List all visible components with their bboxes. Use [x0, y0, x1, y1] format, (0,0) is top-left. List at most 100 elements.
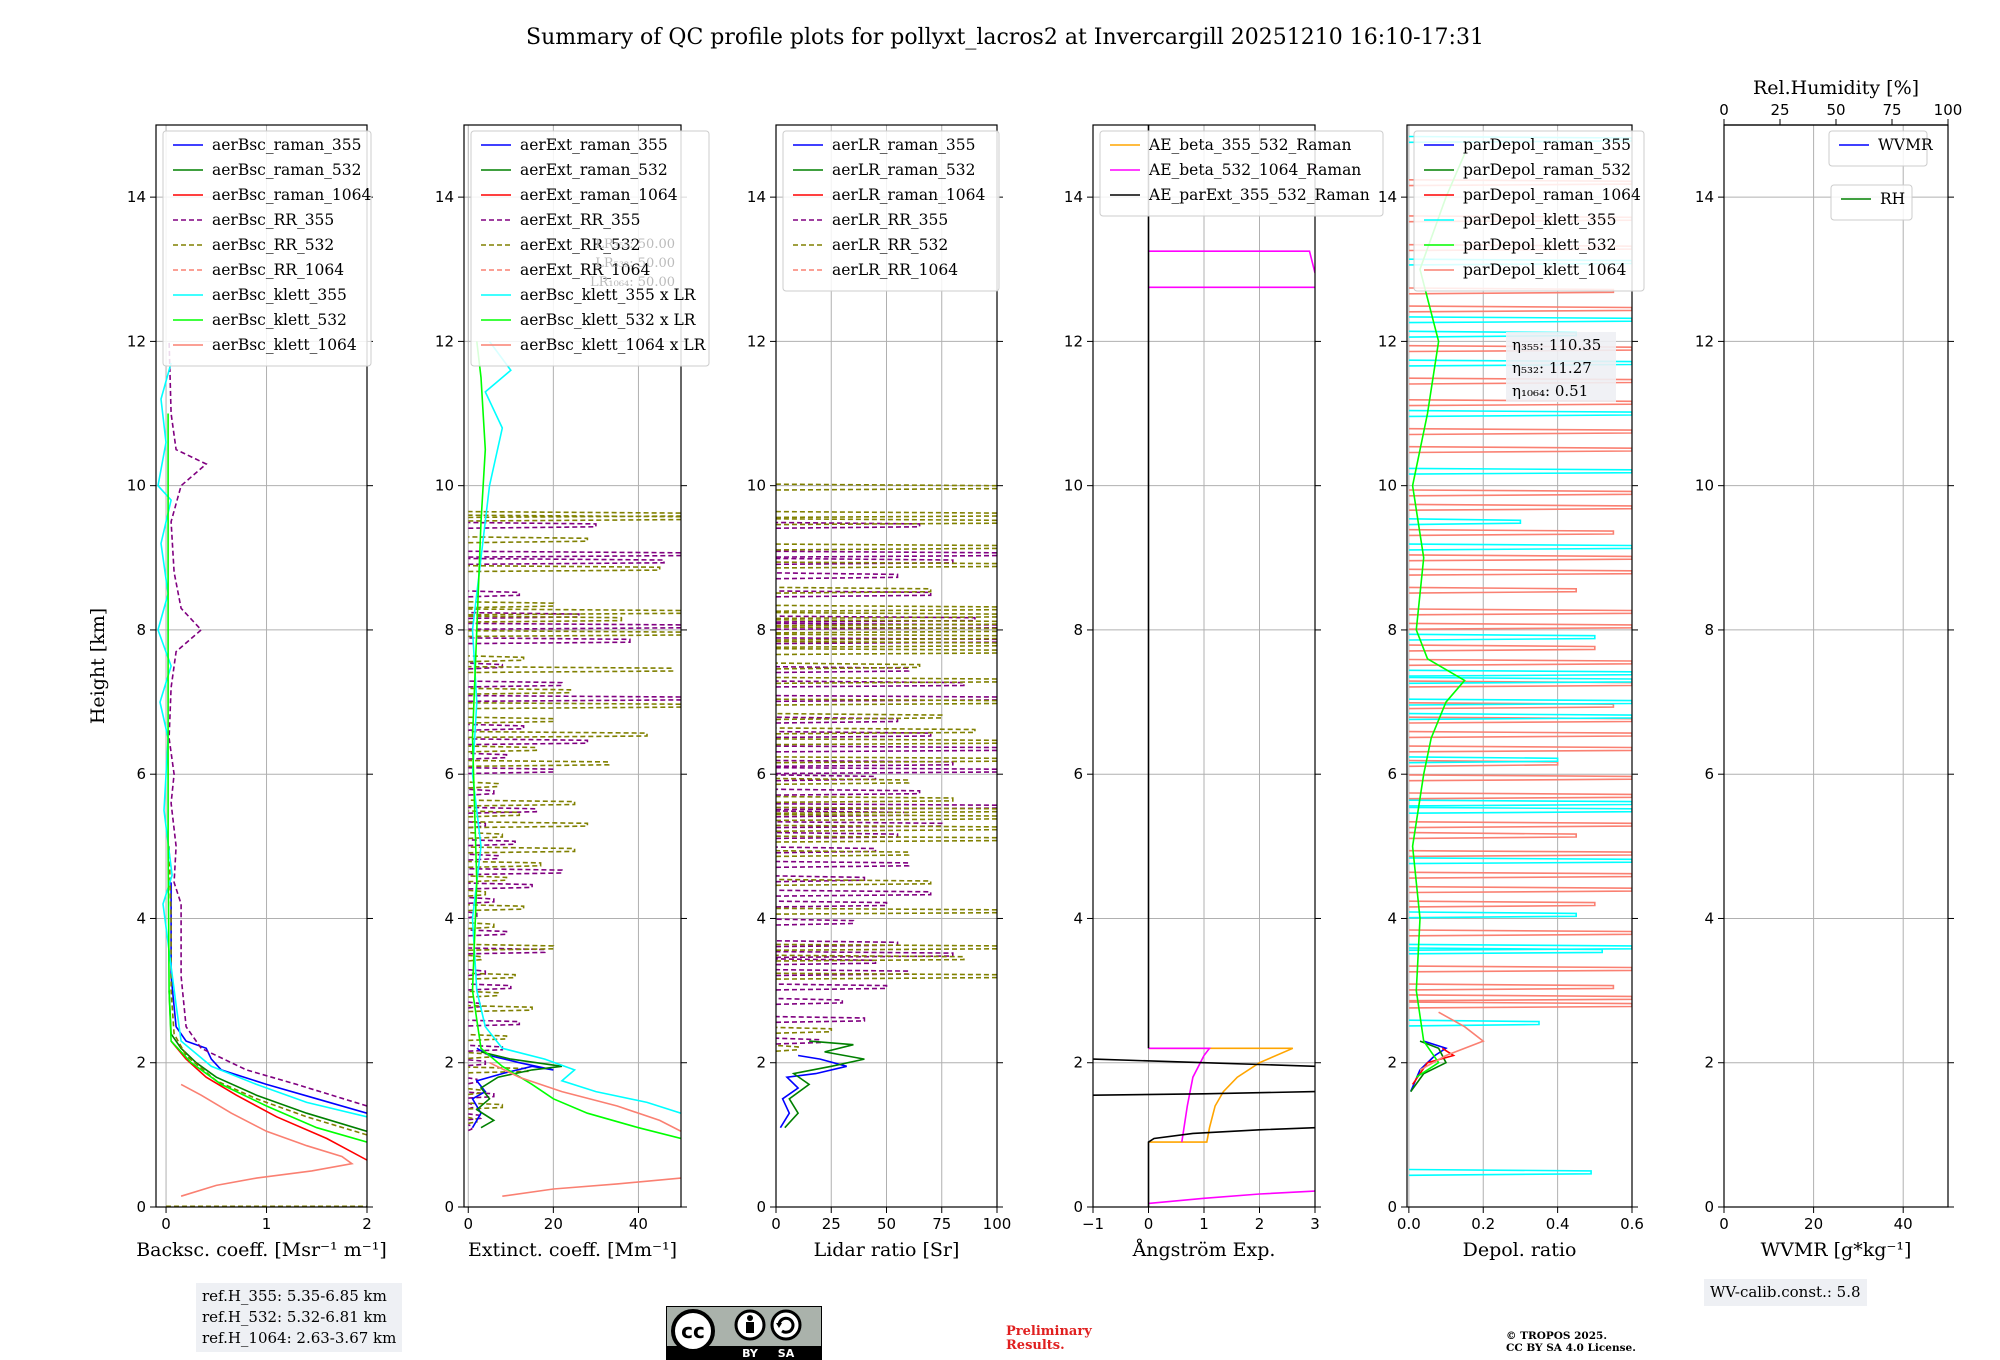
- aerLR_RR_355-spike: [776, 846, 877, 854]
- x-axis-label: Depol. ratio: [1463, 1239, 1577, 1261]
- parDepol_klett_1064-spike: [1408, 1001, 1632, 1009]
- legend: aerBsc_raman_355 aerBsc_raman_532 aerBsc_r…: [162, 130, 372, 367]
- x-tick-label: 0: [1144, 1215, 1154, 1233]
- aerLR_RR_355-spike: [776, 900, 888, 908]
- eta-label: η₃₅₅: 110.35: [1512, 336, 1601, 354]
- legend: aerLR_raman_355 aerLR_raman_532 aerLR_rama…: [782, 130, 1000, 292]
- lr-label: LR₁₀₆₄: 50.00: [590, 275, 675, 290]
- aerExt_RR_532-spike: [468, 510, 681, 519]
- wv-calibration-box: WV-calib.const.: 5.8: [1704, 1279, 1867, 1306]
- aerExt_RR_532-spike: [468, 922, 495, 930]
- aerLR_RR_355-spike: [776, 997, 844, 1006]
- y-tick-label: 6: [136, 765, 146, 783]
- aerExt_RR_355-spike: [468, 806, 538, 814]
- aerExt_RR_532-spike: [468, 846, 576, 854]
- aerExt_RR_532-spike: [468, 1087, 482, 1096]
- aerExt_RR_355-spike: [467, 1124, 473, 1132]
- legend-entry: aerBsc_raman_355: [212, 136, 362, 154]
- x-axis-label: Lidar ratio [Sr]: [814, 1239, 960, 1261]
- series-AE_beta_532_1064_Raman: [1148, 1190, 1315, 1205]
- series-AE_parExt_355_532_Raman: [1093, 1058, 1315, 1068]
- parDepol_klett_355-spike: [1408, 806, 1632, 814]
- x-tick-label: 1: [1199, 1215, 1209, 1233]
- parDepol_klett_355-spike: [1408, 1019, 1540, 1027]
- x-tick-label: 25: [822, 1215, 841, 1233]
- aerLR_RR_355-spike: [776, 730, 932, 739]
- y-tick-label: 6: [1387, 765, 1397, 783]
- parDepol_klett_355-spike: [1408, 799, 1632, 807]
- y-tick-label: 10: [1378, 477, 1397, 495]
- aerLR_RR_532-spike: [776, 727, 976, 735]
- top-x-axis-label: Rel.Humidity [%]: [1753, 77, 1919, 99]
- parDepol_klett_355-spike: [1408, 316, 1632, 324]
- series-aerBsc_raman_1064: [170, 1040, 367, 1161]
- y-tick-label: 14: [1064, 188, 1083, 206]
- parDepol_klett_355-spike: [1408, 409, 1632, 418]
- aerLR_RR_355-spike: [776, 958, 877, 966]
- y-tick-label: 10: [1695, 477, 1714, 495]
- series-aerLR_raman_355: [779, 1054, 847, 1129]
- y-tick-label: 10: [127, 477, 146, 495]
- legend-entry: aerExt_raman_1064: [520, 186, 678, 204]
- legend-frame: [1099, 130, 1384, 217]
- aerExt_RR_355-spike: [468, 723, 525, 731]
- y-tick-label: 14: [435, 188, 454, 206]
- parDepol_klett_1064-spike: [1408, 644, 1596, 652]
- legend-entry: aerBsc_klett_1064: [212, 336, 357, 354]
- y-tick-label: 2: [444, 1054, 454, 1072]
- aerExt_RR_532-spike: [468, 1033, 508, 1042]
- legend-entry: aerLR_raman_1064: [832, 186, 985, 204]
- x-tick-label: 2: [362, 1215, 372, 1233]
- parDepol_klett_1064-spike: [1408, 965, 1632, 973]
- aerExt_RR_355-spike: [468, 839, 516, 847]
- panel-depol: 0.0 0.2 0.4 0.6 0 2 4 6 8 10 12 14 Depol. ratio parDe…: [1378, 124, 1645, 1261]
- parDepol_klett_1064-spike: [1408, 608, 1632, 616]
- parDepol_klett_1064-spike: [1408, 622, 1632, 630]
- legend-entry: WVMR: [1878, 136, 1934, 154]
- y-tick-label: 14: [1695, 188, 1714, 206]
- aerExt_RR_532-spike: [468, 564, 661, 573]
- aerExt_RR_532-spike: [468, 1051, 491, 1060]
- y-tick-label: 8: [756, 621, 766, 639]
- parDepol_klett_1064-spike: [1408, 568, 1632, 576]
- legend-frame: [1413, 130, 1645, 292]
- y-tick-label: 8: [1704, 621, 1714, 639]
- legend-entry: aerBsc_klett_532 x LR: [520, 311, 697, 329]
- aerExt_RR_532-spike: [468, 1004, 533, 1013]
- y-tick-label: 4: [1387, 909, 1397, 927]
- svg-text:cc: cc: [681, 1319, 705, 1343]
- top-x-tick-label: 25: [1770, 101, 1789, 119]
- aerExt_RR_532-spike: [468, 860, 542, 869]
- legend-entry: aerBsc_RR_355: [212, 211, 334, 229]
- aerExt_RR_532-spike: [468, 536, 589, 544]
- legend-entry: aerBsc_RR_532: [212, 236, 334, 254]
- aerExt_RR_532-spike: [468, 687, 572, 695]
- parDepol_klett_1064-spike: [1408, 774, 1632, 782]
- aerLR_RR_355-spike: [776, 759, 954, 768]
- by-label: BY: [742, 1347, 759, 1360]
- y-tick-label: 6: [756, 765, 766, 783]
- parDepol_klett_355-spike: [1408, 543, 1632, 551]
- parDepol_klett_1064-spike: [1408, 745, 1632, 753]
- aerLR_RR_355-spike: [776, 1015, 866, 1024]
- series-aerBsc_klett_1064 x LR: [489, 1061, 681, 1133]
- parDepol_klett_355-spike: [1408, 943, 1632, 951]
- sa-share-icon: [770, 1309, 802, 1341]
- plot-area: [776, 483, 997, 1129]
- legend-entry: aerBsc_klett_355: [212, 286, 347, 304]
- y-tick-label: 6: [444, 765, 454, 783]
- y-tick-label: 0: [756, 1198, 766, 1216]
- aerExt_RR_532-spike: [468, 601, 555, 609]
- cc-icon: [671, 1309, 715, 1353]
- aerLR_RR_355-spike: [776, 557, 954, 566]
- aerExt_RR_532-spike: [468, 629, 681, 638]
- legend-entry: AE_beta_355_532_Raman: [1148, 136, 1351, 154]
- lr-label: LR₅₃₂: 50.00: [595, 256, 675, 271]
- preliminary-line-2: Results.: [1006, 1338, 1065, 1353]
- y-tick-label: 2: [136, 1054, 146, 1072]
- axes-frame: [155, 124, 368, 1208]
- aerExt_RR_355-spike: [468, 882, 533, 890]
- aerExt_RR_532-spike: [468, 943, 555, 951]
